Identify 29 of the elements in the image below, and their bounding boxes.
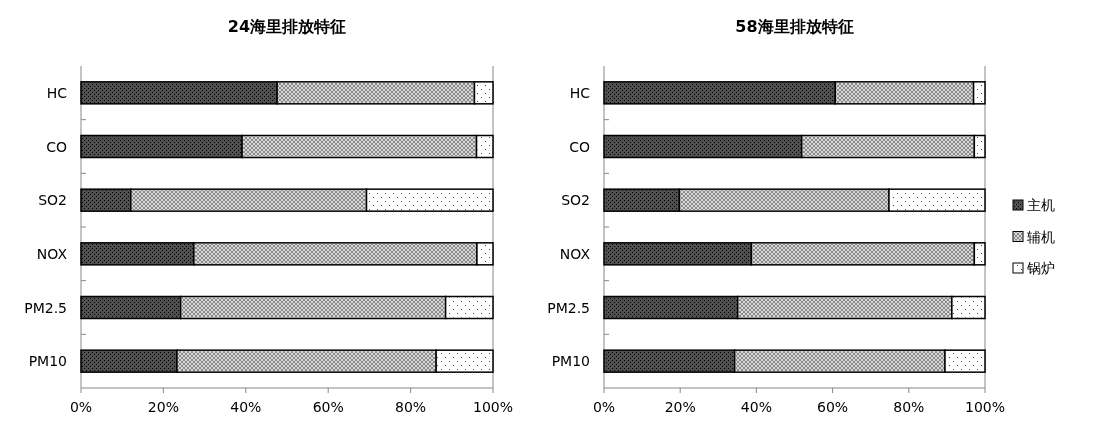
y-tick-label: PM2.5 (547, 299, 590, 316)
x-tick-label: 0% (69, 399, 93, 415)
x-tick-label: 40% (230, 399, 262, 415)
y-tick-label: PM10 (551, 353, 590, 370)
x-tick-label: 40% (740, 399, 772, 415)
y-tick-label: SO2 (561, 192, 590, 209)
chart-title: 58海里排放特征 (735, 17, 854, 36)
legend-label: 锅炉 (1026, 260, 1055, 276)
x-tick-label: 20% (147, 399, 179, 415)
x-tick-label: 100% (472, 399, 514, 415)
x-tick-label: 100% (964, 399, 1006, 415)
y-tick-label: SO2 (38, 192, 67, 209)
legend-label: 辅机 (1027, 228, 1055, 245)
x-tick-label: 80% (893, 399, 925, 415)
y-tick-label: NOX (559, 245, 591, 262)
y-tick-label: PM2.5 (24, 299, 67, 316)
x-tick-label: 20% (664, 399, 696, 415)
y-tick-label: PM10 (28, 353, 67, 370)
y-tick-label: CO (46, 138, 67, 155)
y-tick-label: CO (569, 138, 590, 155)
y-tick-label: HC (46, 84, 68, 101)
x-tick-label: 60% (312, 399, 344, 415)
legend-label: 主机 (1027, 197, 1055, 213)
y-tick-label: NOX (36, 245, 68, 262)
x-tick-label: 80% (395, 399, 427, 415)
x-tick-label: 60% (817, 399, 849, 415)
x-tick-label: 0% (592, 399, 616, 415)
y-tick-label: HC (569, 84, 591, 101)
chart-title: 24海里排放特征 (227, 17, 347, 36)
